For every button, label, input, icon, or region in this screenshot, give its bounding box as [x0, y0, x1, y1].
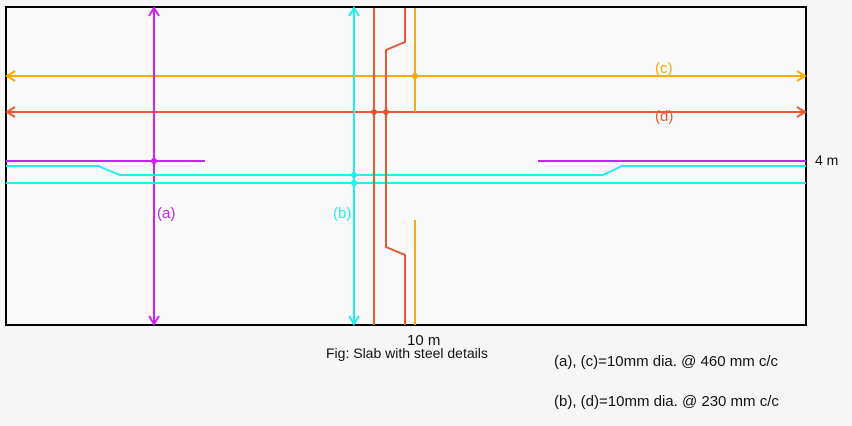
legend-bd: (b), (d)=10mm dia. @ 230 mm c/c: [554, 393, 779, 410]
bar-c: [5, 70, 807, 82]
dimension-height: 4 m: [815, 152, 839, 168]
bar-d: [5, 106, 807, 118]
legend-ac: (a), (c)=10mm dia. @ 460 mm c/c: [554, 353, 779, 370]
label-b: (b): [333, 205, 352, 222]
bar-b: [348, 6, 360, 326]
label-a: (a): [157, 205, 176, 222]
label-d: (d): [655, 108, 674, 125]
figure-caption: Fig: Slab with steel details: [326, 345, 488, 361]
bar-b-section: [6, 165, 806, 184]
intersection-dots: [151, 73, 418, 186]
dimension-width: 10 m: [407, 332, 441, 349]
bar-d-section: [373, 8, 406, 325]
label-c: (c): [655, 60, 673, 77]
bar-a: [148, 6, 160, 326]
